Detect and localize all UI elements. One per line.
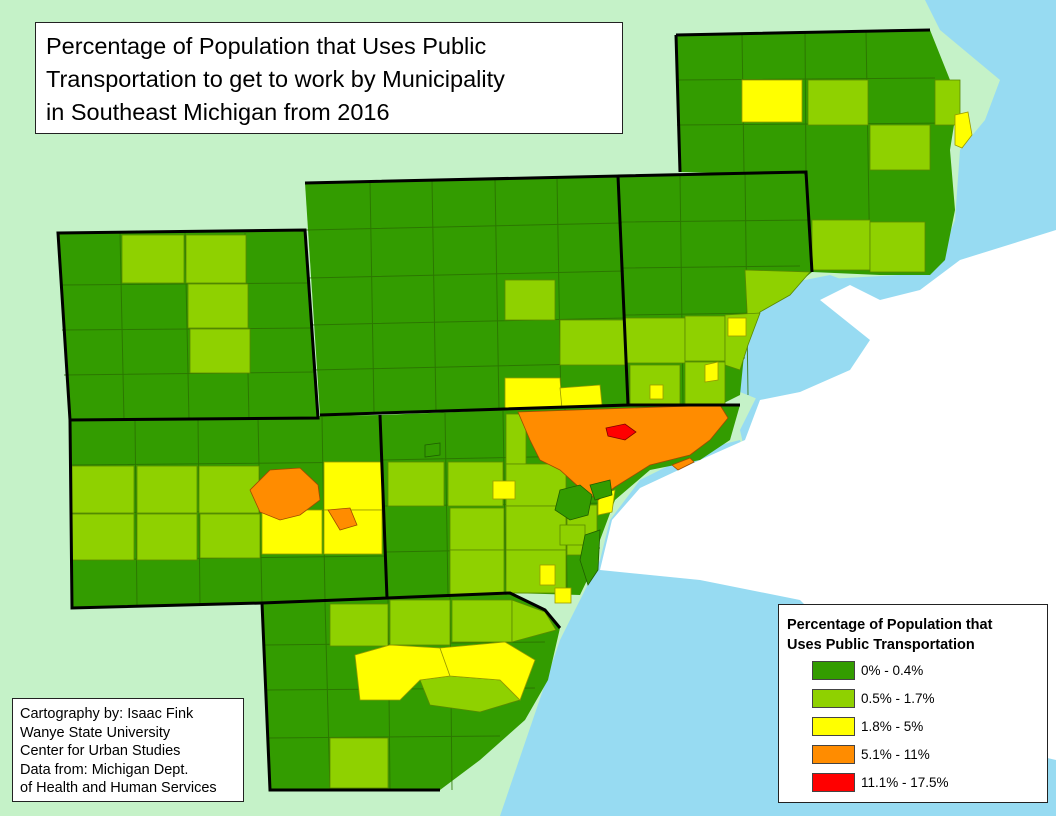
highland-park-hamtramck <box>605 423 637 441</box>
municipalities-5.1-11 <box>249 404 729 531</box>
legend-label-4: 11.1% - 17.5% <box>861 775 949 790</box>
title-line-2: Transportation to get to work by Municip… <box>46 66 505 92</box>
legend-label-1: 0.5% - 1.7% <box>861 691 935 706</box>
legend-swatch-4 <box>812 773 855 792</box>
detroit-area <box>517 404 729 501</box>
legend-title-line-2: Uses Public Transportation <box>787 637 975 653</box>
county-boundaries <box>56 28 931 792</box>
legend-label-0: 0% - 0.4% <box>861 663 924 678</box>
legend-title: Percentage of Population that Uses Publi… <box>787 615 992 655</box>
legend-label-2: 1.8% - 5% <box>861 719 924 734</box>
legend: Percentage of Population that Uses Publi… <box>778 604 1048 803</box>
credit-line-1: Cartography by: Isaac Fink <box>20 706 194 722</box>
legend-swatch-0 <box>812 661 855 680</box>
credit-line-3: Center for Urban Studies <box>20 743 181 759</box>
legend-title-line-1: Percentage of Population that <box>787 617 993 633</box>
credits-box: Cartography by: Isaac Fink Wanye State U… <box>12 698 244 802</box>
map-title: Percentage of Population that Uses Publi… <box>35 22 623 134</box>
credit-line-4: Data from: Michigan Dept. <box>20 761 189 778</box>
legend-label-3: 5.1% - 11% <box>861 747 930 762</box>
ann-arbor-area <box>249 467 321 521</box>
credit-line-2: Wanye State University <box>20 724 171 741</box>
legend-swatch-3 <box>812 745 855 764</box>
legend-swatch-2 <box>812 717 855 736</box>
credit-line-5: of Health and Human Services <box>20 780 217 796</box>
enclaves <box>424 442 613 586</box>
county-oakland <box>305 176 628 415</box>
title-line-1: Percentage of Population that Uses Publi… <box>46 33 487 59</box>
legend-swatch-1 <box>812 689 855 708</box>
title-line-3: in Southeast Michigan from 2016 <box>46 99 390 125</box>
